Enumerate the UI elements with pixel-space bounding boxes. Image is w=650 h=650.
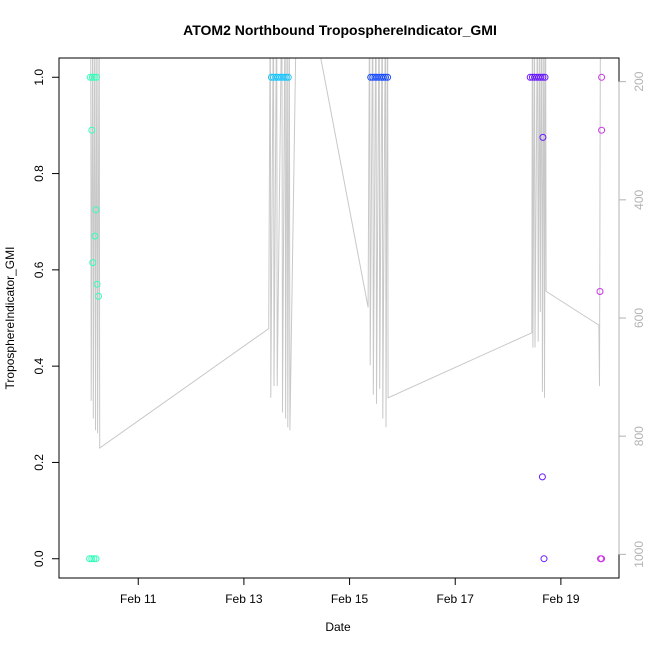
data-point	[539, 133, 547, 141]
chart-title: ATOM2 Northbound TroposphereIndicator_GM…	[183, 22, 497, 38]
right-tick-label: 200	[632, 71, 646, 91]
data-point	[95, 292, 103, 300]
y-tick-label: 0.8	[32, 165, 46, 182]
data-point	[93, 73, 100, 81]
right-tick-label: 400	[632, 189, 646, 209]
data-point	[280, 73, 288, 81]
x-tick-label: Feb 15	[331, 592, 369, 606]
y-tick-label: 0.0	[32, 550, 46, 567]
x-tick-label: Feb 17	[437, 592, 475, 606]
data-point	[540, 555, 548, 563]
points-layer	[86, 73, 606, 563]
data-point	[92, 206, 100, 214]
y-axis: 0.0 0.2 0.4 0.6 0.8 1.0	[32, 69, 60, 567]
y-axis-label: TroposphereIndicator_GMI	[3, 247, 17, 390]
x-tick-label: Feb 11	[120, 592, 157, 606]
data-point	[91, 232, 99, 240]
y-tick-label: 1.0	[32, 69, 46, 86]
data-point	[382, 73, 389, 81]
y-tick-label: 0.4	[32, 357, 46, 374]
data-point	[598, 73, 606, 81]
y-axis-right: 200 400 600 800 1000	[618, 71, 646, 568]
pressure-trace-line	[90, 58, 601, 449]
data-point	[537, 73, 545, 81]
right-tick-label: 600	[632, 308, 646, 328]
data-point	[88, 73, 96, 81]
x-axis-label: Date	[325, 620, 351, 634]
right-tick-label: 800	[632, 426, 646, 446]
data-point	[379, 73, 387, 81]
data-point	[90, 73, 98, 81]
data-point	[282, 73, 290, 81]
data-point	[384, 73, 392, 81]
data-point	[284, 73, 292, 81]
data-point	[538, 473, 546, 481]
data-point	[88, 555, 96, 563]
x-tick-label: Feb 19	[542, 592, 580, 606]
x-tick-label: Feb 13	[225, 592, 263, 606]
right-tick-label: 1000	[632, 541, 646, 568]
data-point	[541, 73, 549, 81]
data-point	[92, 555, 100, 563]
data-point	[88, 126, 96, 134]
data-point	[90, 555, 98, 563]
pressure-trace-layer	[90, 58, 601, 449]
x-axis: Feb 11 Feb 13 Feb 15 Feb 17 Feb 19	[120, 577, 580, 606]
data-point	[89, 259, 97, 267]
data-point	[93, 280, 101, 288]
y-tick-label: 0.2	[32, 454, 46, 471]
data-point	[596, 288, 604, 295]
y-tick-label: 0.6	[32, 261, 46, 278]
data-point	[598, 555, 606, 563]
data-point	[598, 126, 606, 134]
data-point	[539, 73, 547, 81]
